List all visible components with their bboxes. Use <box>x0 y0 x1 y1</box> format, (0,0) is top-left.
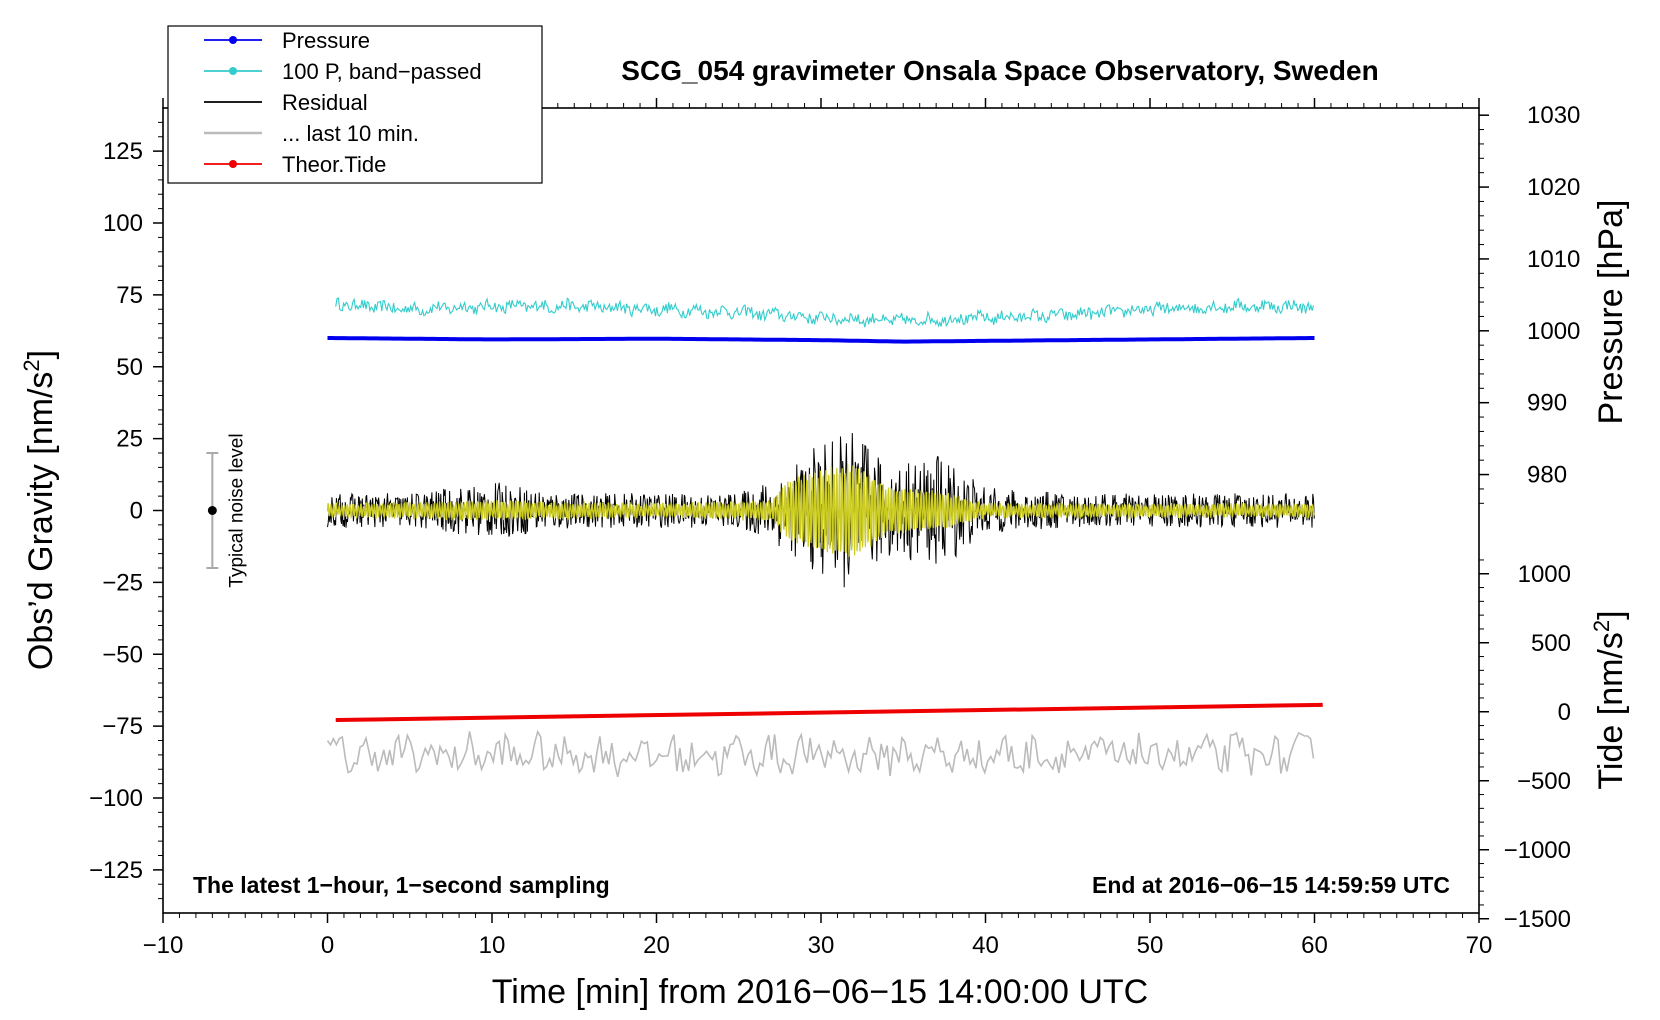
legend-label: Residual <box>282 90 368 115</box>
y-tick-label: 0 <box>130 498 143 525</box>
pressure-tick-label: 1020 <box>1527 174 1580 201</box>
y-axis-label-gravity: Obs’d Gravity [nm/s2] <box>19 350 60 670</box>
legend-label: Pressure <box>282 28 370 53</box>
x-tick-label: 40 <box>972 932 999 959</box>
last-10-min-line <box>326 729 1315 778</box>
y-axis-label-gravity-sup: 2 <box>19 359 44 371</box>
legend: Pressure 100 P, band−passed Residual ... la… <box>167 25 543 184</box>
pressure-tick-label: 1010 <box>1527 246 1580 273</box>
y-tick-label: −100 <box>89 785 143 812</box>
y-tick-label: 75 <box>116 282 143 309</box>
y-axis-label-gravity-text: Obs’d Gravity [nm/s <box>22 372 60 671</box>
pressure-tick-label: 990 <box>1527 390 1567 417</box>
axes-group: −10 0 10 20 30 40 50 60 701251007550250−25−50−75… <box>89 98 1580 959</box>
pressure-tick-label: 1030 <box>1527 102 1580 129</box>
legend-label: ... last 10 min. <box>282 121 419 146</box>
x-tick-label: 20 <box>643 932 670 959</box>
y-tick-label: 125 <box>103 138 143 165</box>
y-axis-label-tide: Tide [nm/s2] <box>1589 610 1630 789</box>
y-tick-label: −75 <box>102 713 143 740</box>
x-tick-label: −10 <box>143 932 184 959</box>
bandpassed-pressure-line <box>335 297 1315 328</box>
x-tick-label: 50 <box>1137 932 1164 959</box>
legend-marker <box>229 67 237 75</box>
tide-tick-label: 0 <box>1558 699 1571 726</box>
x-tick-label: 10 <box>479 932 506 959</box>
tide-tick-label: −1000 <box>1504 837 1571 864</box>
tide-tick-label: 1000 <box>1518 561 1571 588</box>
tide-line <box>335 702 1323 723</box>
y-axis-label-tide-close: ] <box>1592 610 1630 619</box>
y-axis-label-gravity-close: ] <box>22 350 60 359</box>
chart-title: SCG_054 gravimeter Onsala Space Observat… <box>621 55 1378 86</box>
series-group <box>206 297 1323 778</box>
pressure-tick-label: 1000 <box>1527 318 1580 345</box>
y-tick-label: −25 <box>102 569 143 596</box>
y-axis-label-pressure: Pressure [hPa] <box>1592 200 1630 425</box>
x-tick-label: 60 <box>1301 932 1328 959</box>
y-tick-label: 100 <box>103 210 143 237</box>
noise-level-label: Typical noise level <box>226 433 247 587</box>
y-tick-label: −50 <box>102 641 143 668</box>
filtered-residual-line <box>326 464 1315 557</box>
x-tick-label: 70 <box>1466 932 1493 959</box>
pressure-line <box>327 336 1315 344</box>
y-axis-label-tide-text: Tide [nm/s <box>1592 632 1630 789</box>
legend-marker <box>229 160 237 168</box>
x-tick-label: 30 <box>808 932 835 959</box>
noise-bar-center <box>207 506 217 515</box>
legend-label: 100 P, band−passed <box>282 59 482 84</box>
pressure-tick-label: 980 <box>1527 462 1567 489</box>
end-time-annotation: End at 2016−06−15 14:59:59 UTC <box>1092 872 1450 898</box>
tide-tick-label: −500 <box>1517 768 1571 795</box>
y-axis-label-tide-sup: 2 <box>1589 620 1614 632</box>
sampling-annotation: The latest 1−hour, 1−second sampling <box>193 872 610 898</box>
legend-label: Theor.Tide <box>282 152 386 177</box>
tide-tick-label: 500 <box>1531 630 1571 657</box>
y-tick-label: 50 <box>116 354 143 381</box>
x-tick-label: 0 <box>321 932 334 959</box>
legend-box <box>167 25 543 184</box>
tide-tick-label: −1500 <box>1504 906 1571 933</box>
y-tick-label: 25 <box>116 426 143 453</box>
x-axis-label: Time [min] from 2016−06−15 14:00:00 UTC <box>492 973 1148 1011</box>
y-tick-label: −125 <box>89 857 143 884</box>
legend-marker <box>229 36 237 44</box>
